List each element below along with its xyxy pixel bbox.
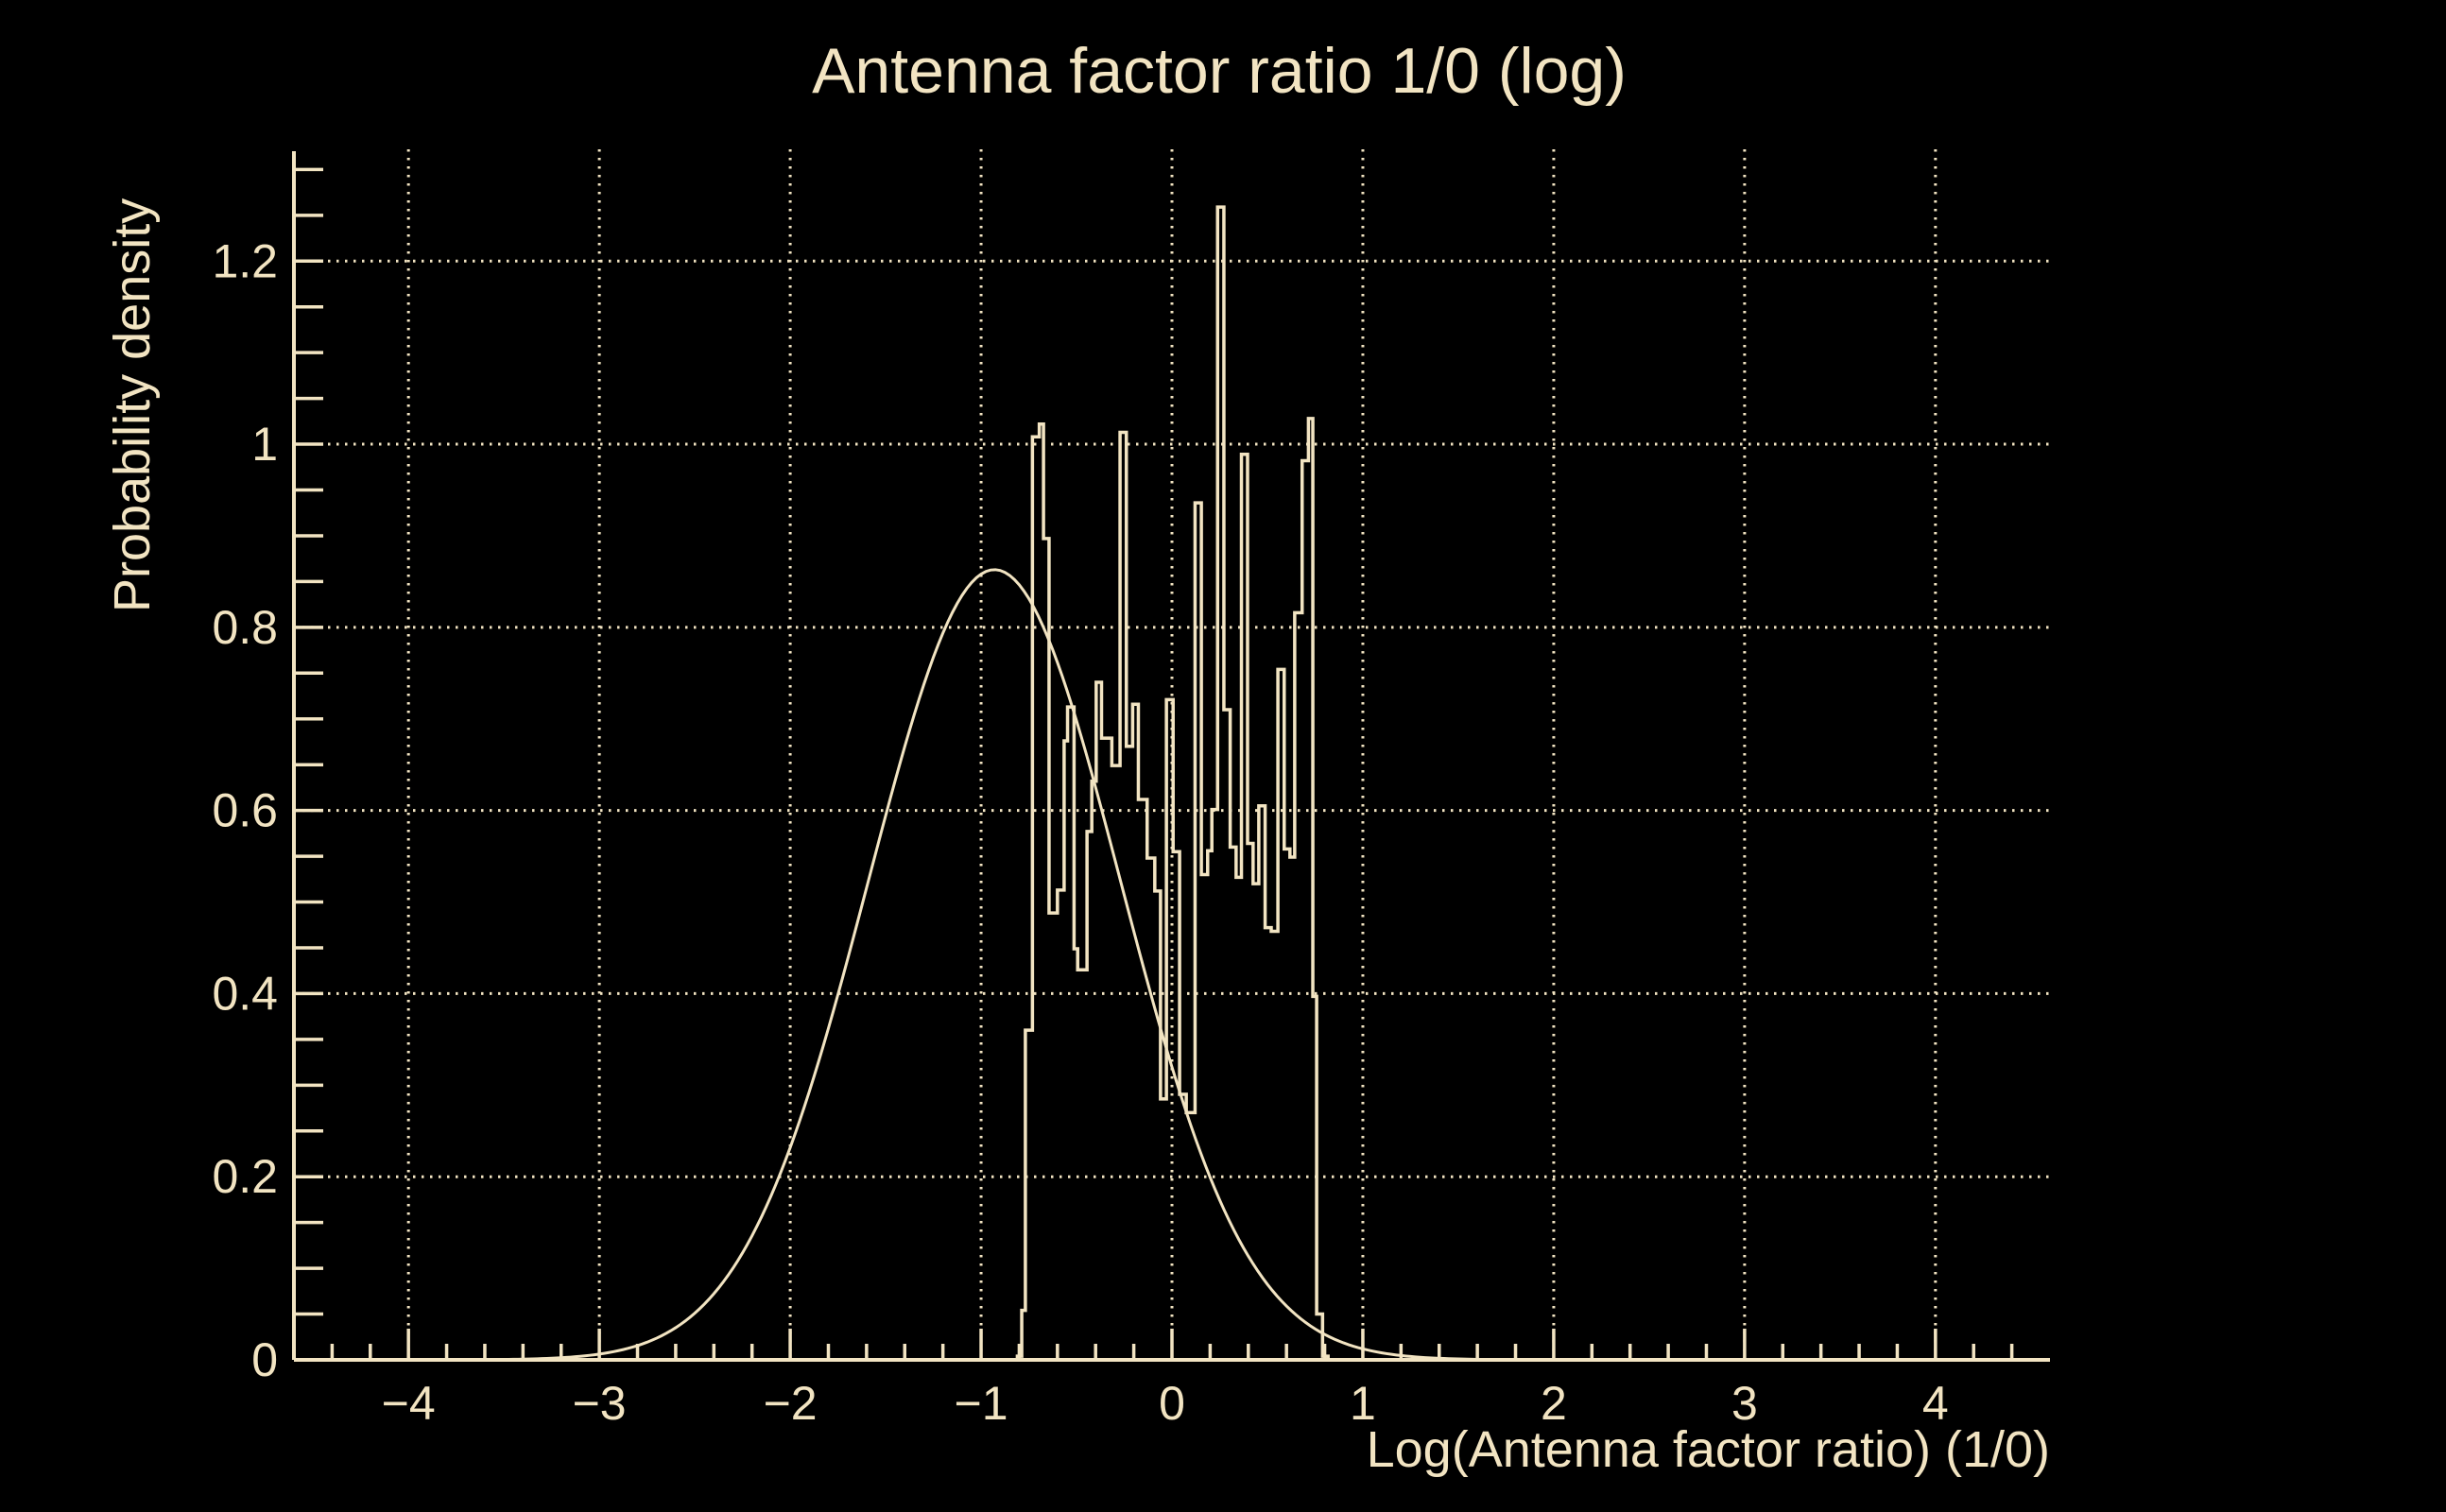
x-tick-label: 2 bbox=[1541, 1377, 1567, 1430]
y-tick-label: 0.4 bbox=[212, 967, 278, 1020]
x-axis-title: Log(Antenna factor ratio) (1/0) bbox=[1367, 1421, 2050, 1478]
y-tick-label: 1 bbox=[251, 418, 278, 471]
axis-ticks bbox=[294, 167, 2014, 1360]
x-tick-label: −4 bbox=[382, 1377, 436, 1430]
y-tick-label: 0.8 bbox=[212, 601, 278, 654]
y-tick-label: 0.2 bbox=[212, 1150, 278, 1203]
chart-title: Antenna factor ratio 1/0 (log) bbox=[812, 35, 1627, 107]
x-tick-label: 4 bbox=[1922, 1377, 1949, 1430]
y-tick-label: 0 bbox=[251, 1333, 278, 1386]
histogram-step-line bbox=[1015, 205, 1335, 1362]
x-tick-label: −3 bbox=[573, 1377, 627, 1430]
x-tick-label: −1 bbox=[955, 1377, 1008, 1430]
x-tick-label: 1 bbox=[1350, 1377, 1376, 1430]
x-tick-label: −2 bbox=[764, 1377, 818, 1430]
y-tick-label: 1.2 bbox=[212, 234, 278, 287]
axis-lines bbox=[292, 151, 2050, 1362]
x-tick-label: 3 bbox=[1731, 1377, 1758, 1430]
tick-labels: −4 −3 −2 −1 0 1 2 3 4 0 0.2 0.4 0.6 0.8 1 1.2 bbox=[212, 234, 1948, 1430]
gaussian-fit-curve bbox=[427, 568, 1621, 1362]
x-tick-label: 0 bbox=[1159, 1377, 1185, 1430]
y-tick-label: 0.6 bbox=[212, 784, 278, 837]
y-axis-title: Probability density bbox=[104, 198, 161, 612]
